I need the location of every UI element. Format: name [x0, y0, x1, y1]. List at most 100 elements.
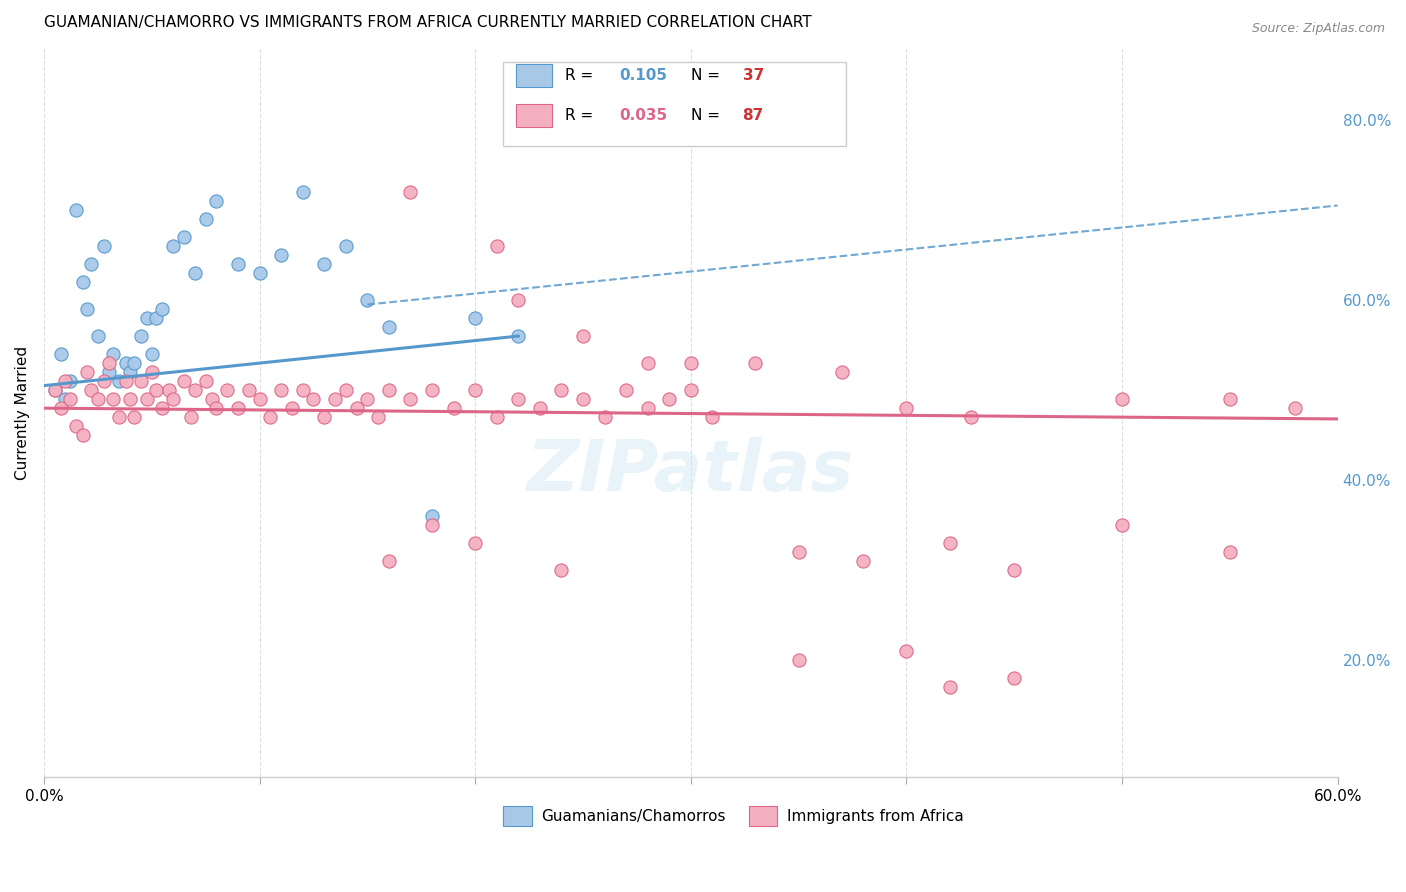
Text: R =: R =	[565, 108, 599, 123]
Point	[76, 301, 98, 316]
Text: Immigrants from Africa: Immigrants from Africa	[786, 809, 963, 823]
Point	[108, 410, 131, 425]
Point	[101, 347, 124, 361]
Point	[378, 320, 401, 334]
Point	[443, 401, 465, 416]
Point	[72, 428, 94, 442]
Point	[335, 383, 357, 397]
Point	[101, 392, 124, 406]
Point	[702, 410, 724, 425]
Point	[852, 554, 875, 568]
Text: ZIPatlas: ZIPatlas	[527, 436, 855, 506]
Point	[637, 356, 659, 370]
Point	[464, 536, 486, 550]
Point	[259, 410, 281, 425]
Point	[49, 401, 72, 416]
Point	[658, 392, 681, 406]
Point	[201, 392, 224, 406]
Point	[291, 185, 314, 199]
Point	[420, 518, 443, 533]
FancyBboxPatch shape	[503, 62, 846, 146]
Point	[157, 383, 180, 397]
Point	[485, 410, 508, 425]
Point	[938, 536, 960, 550]
Point	[145, 311, 167, 326]
Point	[226, 257, 249, 271]
FancyBboxPatch shape	[749, 805, 778, 826]
Point	[302, 392, 325, 406]
Point	[896, 644, 918, 658]
Point	[162, 392, 184, 406]
Point	[226, 401, 249, 416]
Point	[508, 392, 530, 406]
FancyBboxPatch shape	[516, 64, 553, 87]
Point	[136, 311, 159, 326]
Y-axis label: Currently Married: Currently Married	[15, 345, 30, 480]
Point	[114, 374, 136, 388]
Point	[205, 194, 228, 208]
Point	[464, 311, 486, 326]
Point	[1111, 518, 1133, 533]
Point	[184, 383, 207, 397]
Point	[141, 365, 163, 379]
Point	[1219, 545, 1241, 559]
Point	[152, 301, 174, 316]
Point	[744, 356, 766, 370]
Point	[217, 383, 239, 397]
Point	[108, 374, 131, 388]
Text: 37: 37	[742, 68, 763, 83]
Point	[55, 392, 77, 406]
Point	[72, 275, 94, 289]
Point	[960, 410, 983, 425]
Point	[508, 329, 530, 343]
Text: 0.105: 0.105	[620, 68, 668, 83]
FancyBboxPatch shape	[516, 104, 553, 128]
Point	[572, 329, 595, 343]
Point	[614, 383, 637, 397]
Point	[141, 347, 163, 361]
Point	[550, 563, 572, 577]
Point	[314, 410, 336, 425]
Point	[249, 392, 271, 406]
Text: 0.035: 0.035	[620, 108, 668, 123]
Point	[420, 509, 443, 524]
Point	[97, 356, 120, 370]
Point	[205, 401, 228, 416]
Point	[152, 401, 174, 416]
Point	[55, 374, 77, 388]
Point	[572, 392, 595, 406]
Point	[314, 257, 336, 271]
Point	[399, 392, 422, 406]
Point	[65, 419, 87, 434]
Point	[249, 266, 271, 280]
Point	[1111, 392, 1133, 406]
Point	[44, 383, 66, 397]
Point	[399, 185, 422, 199]
Point	[291, 383, 314, 397]
Point	[896, 401, 918, 416]
Point	[44, 383, 66, 397]
Point	[679, 356, 702, 370]
Point	[173, 374, 195, 388]
Point	[129, 374, 152, 388]
Text: Source: ZipAtlas.com: Source: ZipAtlas.com	[1251, 22, 1385, 36]
Text: R =: R =	[565, 68, 599, 83]
Point	[49, 347, 72, 361]
Point	[93, 239, 115, 253]
Point	[145, 383, 167, 397]
Point	[87, 329, 110, 343]
Point	[938, 681, 960, 695]
Point	[831, 365, 853, 379]
Point	[378, 554, 401, 568]
Point	[356, 293, 378, 307]
Point	[65, 202, 87, 217]
Point	[93, 374, 115, 388]
Point	[420, 383, 443, 397]
Point	[593, 410, 616, 425]
Point	[59, 392, 82, 406]
Point	[550, 383, 572, 397]
Point	[162, 239, 184, 253]
Point	[270, 248, 292, 262]
Point	[464, 383, 486, 397]
Point	[356, 392, 378, 406]
